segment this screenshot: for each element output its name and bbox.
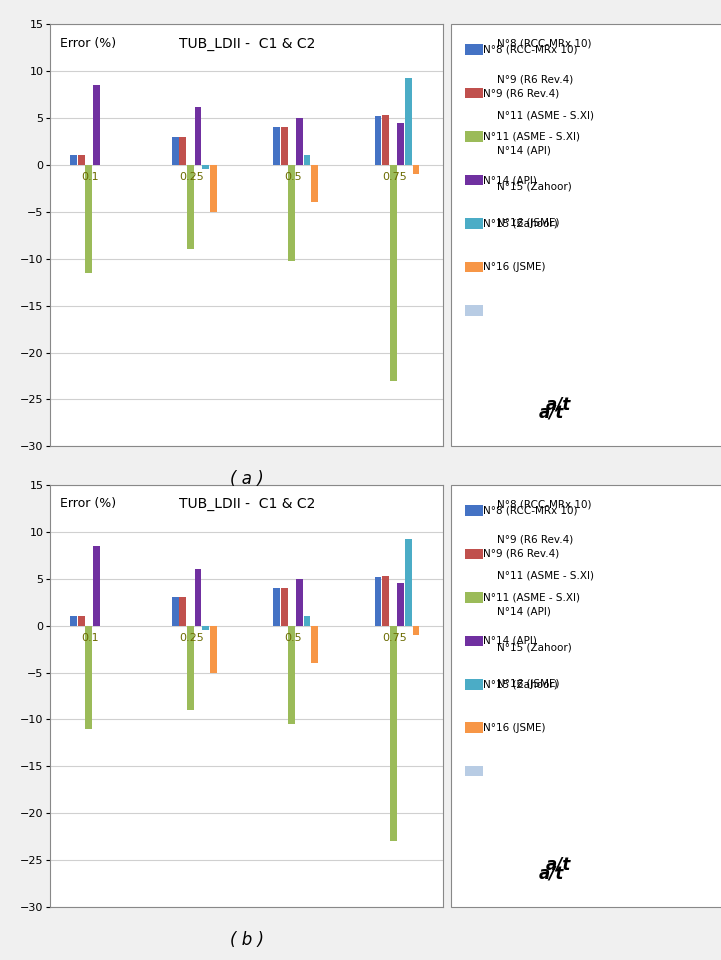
Bar (172, 597, 179, 626)
Bar (86, 626, 92, 729)
Text: N°15 (Zahoor): N°15 (Zahoor) (483, 219, 558, 228)
Bar (405, 540, 412, 626)
Bar (397, 123, 404, 165)
Text: 0.5: 0.5 (285, 633, 302, 643)
Text: a/t: a/t (539, 864, 565, 882)
Bar (280, 588, 288, 626)
Bar (304, 156, 310, 165)
Text: N°14 (API): N°14 (API) (483, 175, 537, 185)
Bar (304, 616, 310, 626)
Text: a/t: a/t (546, 396, 572, 413)
Bar (405, 79, 412, 165)
Bar (195, 107, 201, 165)
Bar (187, 165, 194, 250)
Bar (280, 128, 288, 165)
Text: N°9 (R6 Rev.4): N°9 (R6 Rev.4) (497, 74, 574, 84)
Text: N°14 (API): N°14 (API) (497, 146, 552, 156)
Bar (202, 165, 209, 170)
Bar (187, 626, 194, 710)
Bar (311, 626, 318, 663)
Bar (273, 128, 280, 165)
Text: N°15 (Zahoor): N°15 (Zahoor) (497, 642, 572, 653)
Bar (78, 156, 85, 165)
Bar (296, 579, 303, 626)
Bar (412, 626, 420, 635)
Text: N°15 (Zahoor): N°15 (Zahoor) (497, 181, 572, 192)
Bar (288, 626, 295, 724)
Text: TUB_LDII -  C1 & C2: TUB_LDII - C1 & C2 (179, 497, 315, 512)
Bar (311, 165, 318, 203)
Text: Error (%): Error (%) (61, 497, 116, 511)
Bar (210, 626, 216, 673)
Text: a/t: a/t (546, 856, 572, 874)
Bar (296, 118, 303, 165)
Text: 0.25: 0.25 (180, 633, 204, 643)
Text: N°14 (API): N°14 (API) (497, 607, 552, 616)
Bar (412, 165, 420, 174)
Text: a/t: a/t (539, 403, 565, 421)
Text: N°11 (ASME - S.XI): N°11 (ASME - S.XI) (483, 132, 580, 141)
Text: N°16 (JSME): N°16 (JSME) (497, 218, 560, 228)
Bar (390, 626, 397, 842)
Bar (180, 136, 186, 165)
Text: TUB_LDII -  C1 & C2: TUB_LDII - C1 & C2 (179, 36, 315, 51)
Bar (93, 85, 100, 165)
Bar (93, 546, 100, 626)
Bar (210, 165, 216, 212)
Text: ( b ): ( b ) (230, 931, 264, 949)
Text: N°8 (RCC-MRx 10): N°8 (RCC-MRx 10) (497, 38, 592, 48)
Text: N°16 (JSME): N°16 (JSME) (483, 262, 546, 272)
Bar (86, 165, 92, 273)
Text: N°11 (ASME - S.XI): N°11 (ASME - S.XI) (497, 571, 595, 581)
Bar (202, 626, 209, 631)
Bar (397, 584, 404, 626)
Text: N°15 (Zahoor): N°15 (Zahoor) (483, 680, 558, 689)
Text: N°16 (JSME): N°16 (JSME) (483, 723, 546, 732)
Text: N°9 (R6 Rev.4): N°9 (R6 Rev.4) (497, 535, 574, 545)
Bar (374, 116, 381, 165)
Bar (382, 576, 389, 626)
Text: N°9 (R6 Rev.4): N°9 (R6 Rev.4) (483, 88, 559, 98)
Text: 0.25: 0.25 (180, 172, 204, 182)
Text: N°8 (RCC-MRx 10): N°8 (RCC-MRx 10) (483, 506, 578, 516)
Text: N°11 (ASME - S.XI): N°11 (ASME - S.XI) (483, 592, 580, 602)
Bar (288, 165, 295, 260)
Bar (374, 577, 381, 626)
Text: 0.75: 0.75 (382, 172, 407, 182)
Text: 0.1: 0.1 (81, 633, 99, 643)
Text: N°16 (JSME): N°16 (JSME) (497, 679, 560, 688)
Bar (180, 597, 186, 626)
Bar (390, 165, 397, 381)
Text: N°9 (R6 Rev.4): N°9 (R6 Rev.4) (483, 549, 559, 559)
Text: 0.1: 0.1 (81, 172, 99, 182)
Bar (78, 616, 85, 626)
Text: N°8 (RCC-MRx 10): N°8 (RCC-MRx 10) (497, 499, 592, 509)
Bar (273, 588, 280, 626)
Text: 0.5: 0.5 (285, 172, 302, 182)
Text: 0.75: 0.75 (382, 633, 407, 643)
Text: N°14 (API): N°14 (API) (483, 636, 537, 646)
Text: ( a ): ( a ) (230, 470, 264, 489)
Bar (382, 115, 389, 165)
Text: Error (%): Error (%) (61, 36, 116, 50)
Bar (195, 569, 201, 626)
Text: N°11 (ASME - S.XI): N°11 (ASME - S.XI) (497, 110, 595, 120)
Text: N°8 (RCC-MRx 10): N°8 (RCC-MRx 10) (483, 45, 578, 55)
Bar (70, 616, 77, 626)
Bar (70, 156, 77, 165)
Bar (172, 136, 179, 165)
